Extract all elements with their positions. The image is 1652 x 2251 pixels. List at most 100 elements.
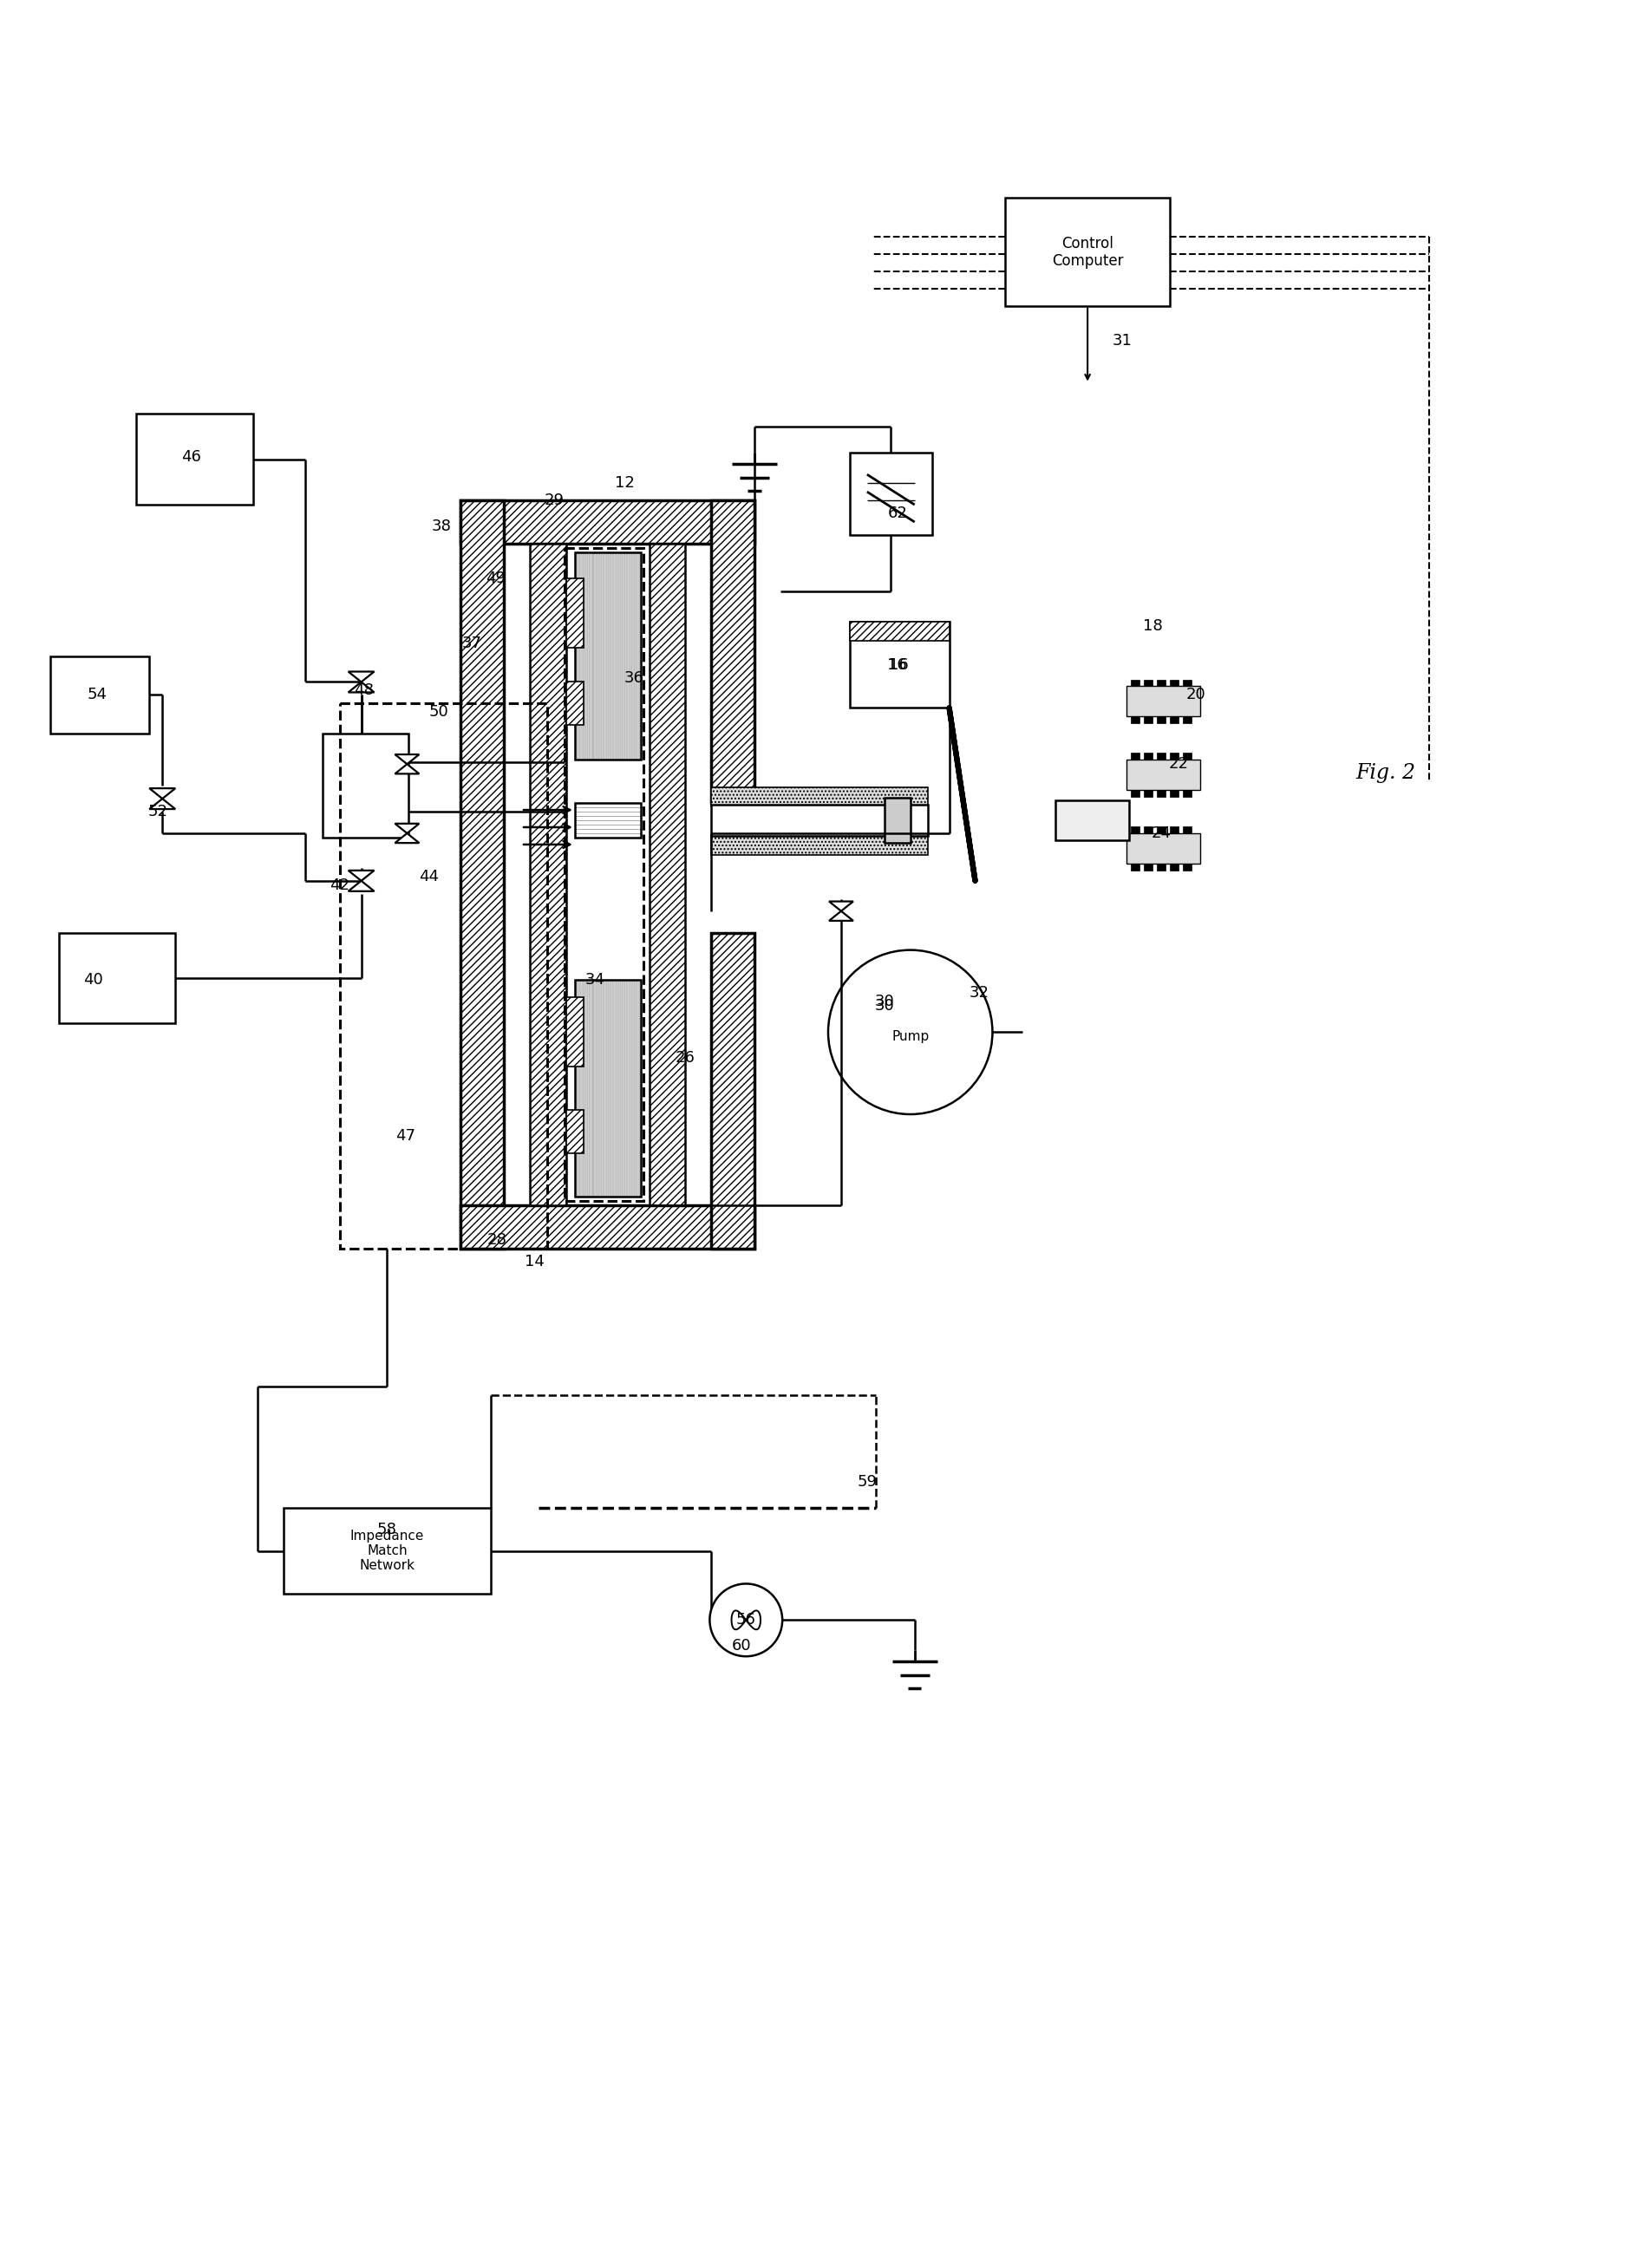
Bar — [1004, 198, 1170, 306]
Bar — [710, 788, 927, 806]
Text: 14: 14 — [524, 1254, 544, 1270]
Bar — [1183, 826, 1191, 833]
Text: 32: 32 — [970, 986, 990, 1002]
Polygon shape — [829, 912, 852, 921]
Bar — [616, 979, 621, 1195]
Bar — [621, 551, 624, 761]
Bar — [849, 452, 932, 536]
Text: 49: 49 — [486, 570, 506, 585]
Text: 48: 48 — [354, 682, 373, 698]
Text: 29: 29 — [544, 493, 563, 509]
Bar — [1170, 864, 1178, 871]
Bar — [563, 547, 643, 1200]
Text: 56: 56 — [735, 1612, 755, 1627]
Bar — [530, 545, 567, 1204]
Bar — [1170, 680, 1178, 687]
Bar — [849, 621, 948, 707]
Text: 62: 62 — [887, 506, 907, 522]
Text: 18: 18 — [1142, 619, 1161, 633]
Bar — [282, 1508, 491, 1594]
Polygon shape — [349, 871, 373, 880]
Bar — [649, 545, 686, 1204]
Bar — [611, 551, 616, 761]
Polygon shape — [395, 763, 420, 774]
Bar — [598, 979, 601, 1195]
Bar — [608, 551, 611, 761]
Bar — [1156, 752, 1165, 761]
Text: Impedance
Match
Network: Impedance Match Network — [350, 1528, 425, 1573]
Text: 22: 22 — [1168, 756, 1188, 772]
Text: 20: 20 — [1184, 687, 1204, 702]
Bar — [1143, 826, 1151, 833]
Bar — [1130, 864, 1138, 871]
Bar — [710, 806, 927, 835]
Text: 30: 30 — [874, 995, 894, 1011]
Text: 40: 40 — [83, 972, 102, 988]
Polygon shape — [349, 682, 373, 693]
Bar — [636, 979, 639, 1195]
Circle shape — [828, 950, 991, 1114]
Bar — [1156, 680, 1165, 687]
Text: 44: 44 — [418, 869, 438, 885]
Bar — [575, 979, 641, 1195]
Bar — [884, 797, 910, 842]
Bar — [1056, 801, 1128, 840]
Bar — [1130, 680, 1138, 687]
Text: 54: 54 — [88, 687, 107, 702]
Bar — [1170, 790, 1178, 797]
Bar — [1183, 716, 1191, 723]
Text: 31: 31 — [1112, 333, 1132, 349]
Text: 12: 12 — [615, 475, 634, 491]
Text: 16: 16 — [887, 657, 907, 673]
Bar — [603, 979, 606, 1195]
Bar — [626, 979, 629, 1195]
Bar — [1143, 864, 1151, 871]
Bar — [461, 500, 755, 545]
Text: 52: 52 — [149, 804, 169, 819]
Text: 30: 30 — [874, 999, 894, 1013]
Bar — [710, 500, 755, 804]
Bar — [849, 621, 948, 642]
Bar — [1156, 716, 1165, 723]
Bar — [1143, 680, 1151, 687]
Text: 28: 28 — [487, 1231, 507, 1247]
Bar — [1183, 680, 1191, 687]
Text: 46: 46 — [180, 450, 202, 466]
Text: 58: 58 — [377, 1522, 396, 1537]
Bar — [1156, 826, 1165, 833]
Bar — [1143, 752, 1151, 761]
Bar — [1143, 716, 1151, 723]
Bar — [598, 551, 601, 761]
Bar — [1130, 752, 1138, 761]
Bar — [631, 979, 634, 1195]
Bar — [710, 932, 755, 1249]
Bar — [1170, 716, 1178, 723]
Bar — [137, 414, 253, 504]
Polygon shape — [829, 900, 852, 912]
Bar — [461, 500, 504, 1249]
Bar — [575, 804, 641, 837]
Bar — [588, 979, 593, 1195]
Bar — [631, 551, 634, 761]
Bar — [575, 979, 578, 1195]
Text: 36: 36 — [623, 671, 643, 687]
Bar — [626, 551, 629, 761]
Bar — [58, 932, 175, 1024]
Text: 16: 16 — [889, 657, 909, 673]
Bar — [1130, 826, 1138, 833]
Bar — [1170, 752, 1178, 761]
Bar — [1130, 790, 1138, 797]
Circle shape — [709, 1585, 781, 1657]
Bar — [1156, 790, 1165, 797]
Bar — [588, 551, 593, 761]
Bar — [1170, 826, 1178, 833]
Bar — [575, 551, 641, 761]
Bar — [710, 835, 927, 855]
Bar — [608, 979, 611, 1195]
Bar — [1127, 687, 1199, 716]
Bar — [593, 979, 596, 1195]
Bar — [1183, 790, 1191, 797]
Text: 26: 26 — [676, 1051, 695, 1067]
Text: 24: 24 — [1150, 826, 1170, 842]
Bar — [461, 1204, 755, 1249]
